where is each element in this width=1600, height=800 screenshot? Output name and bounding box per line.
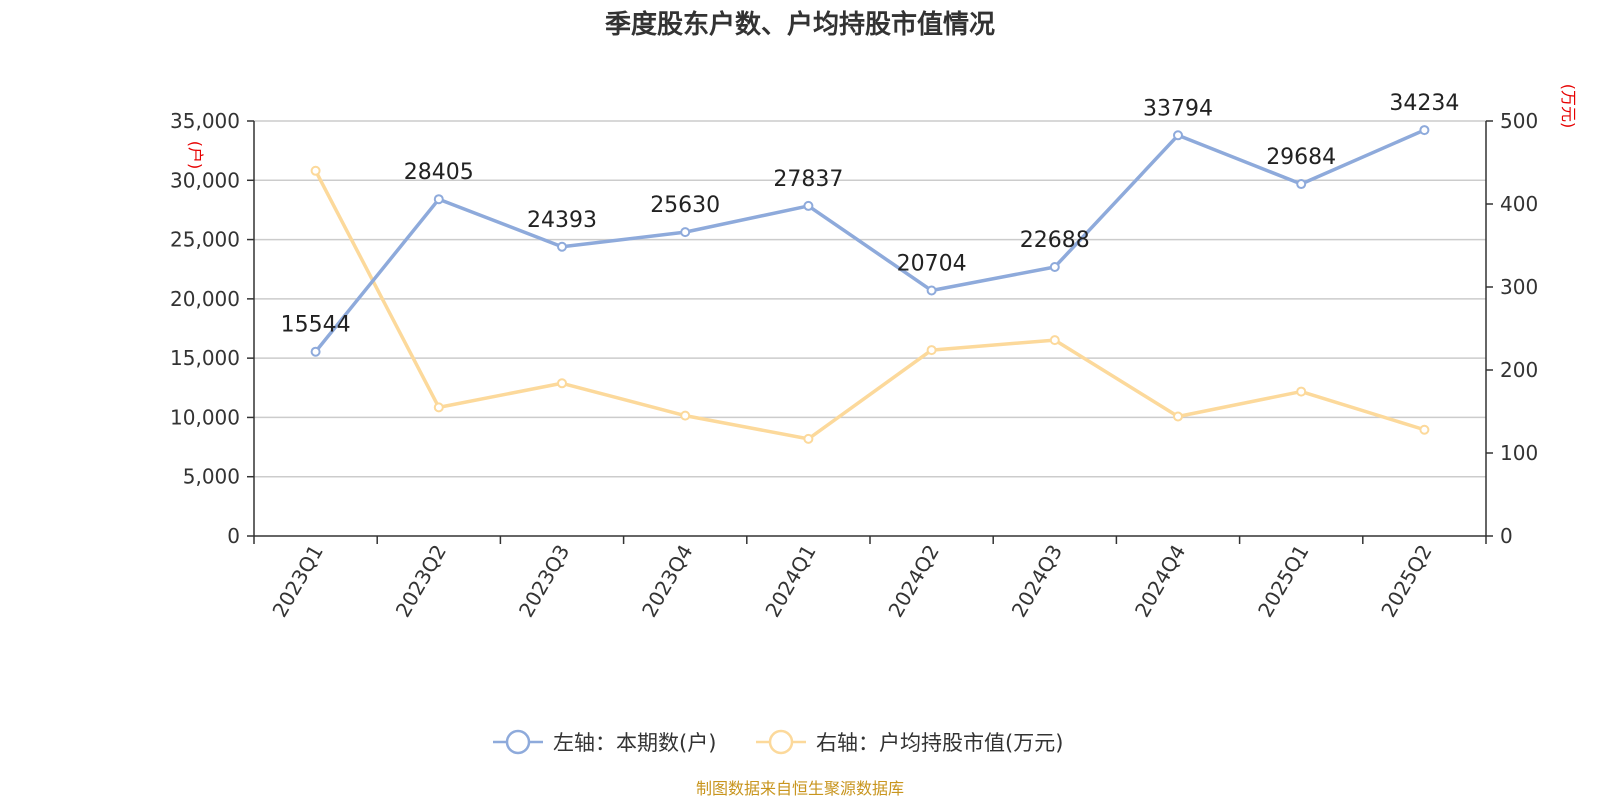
- left-tick-label: 5,000: [183, 465, 240, 489]
- x-tick-label: 2025Q1: [1253, 541, 1313, 622]
- data-label: 25630: [650, 193, 720, 218]
- data-point: [1296, 179, 1307, 190]
- x-tick-label: 2025Q2: [1376, 541, 1436, 622]
- data-label: 27837: [773, 167, 843, 192]
- data-point: [680, 410, 691, 421]
- x-tick-label: 2024Q4: [1130, 541, 1190, 622]
- left-tick-label: 15,000: [170, 346, 240, 370]
- x-tick-label: 2024Q1: [760, 541, 820, 622]
- grid-lines: [254, 120, 1486, 478]
- data-point: [1049, 261, 1060, 272]
- legend-label: 左轴：本期数(户): [553, 731, 716, 755]
- data-point: [310, 346, 321, 357]
- data-point: [433, 402, 444, 413]
- data-point: [803, 200, 814, 211]
- source-note: 制图数据来自恒生聚源数据库: [696, 779, 904, 798]
- x-tick-label: 2023Q3: [514, 541, 574, 622]
- data-label: 33794: [1143, 96, 1213, 121]
- data-label: 20704: [897, 252, 967, 277]
- data-label: 15544: [281, 313, 351, 338]
- data-label: 29684: [1266, 145, 1336, 170]
- data-label: 24393: [527, 208, 597, 233]
- data-point: [926, 345, 937, 356]
- legend-marker: [768, 729, 794, 755]
- x-tick-label: 2024Q3: [1007, 541, 1067, 622]
- data-point: [557, 241, 567, 252]
- right-axis-unit: (万元): [1559, 84, 1578, 129]
- data-point: [1173, 411, 1183, 422]
- axes: 0 5,000 10,000 15,000 20,000 25,000 30,000 35,0…: [170, 109, 1538, 621]
- data-point: [310, 165, 321, 176]
- x-tick-label: 2023Q2: [391, 541, 451, 622]
- data-label: 28405: [404, 160, 474, 185]
- data-point: [926, 285, 937, 296]
- left-axis-unit: (户): [186, 141, 205, 170]
- left-tick-label: 20,000: [170, 287, 240, 311]
- right-tick-label: 500: [1500, 109, 1538, 133]
- left-tick-label: 35,000: [170, 109, 240, 133]
- legend-marker: [505, 729, 531, 755]
- data-point: [1049, 335, 1060, 346]
- data-label: 34234: [1389, 91, 1459, 116]
- data-label: 22688: [1020, 228, 1090, 253]
- data-point: [557, 378, 567, 389]
- right-tick-label: 0: [1500, 524, 1513, 548]
- left-tick-label: 10,000: [170, 405, 240, 429]
- left-tick-label: 0: [227, 524, 240, 548]
- data-point: [1296, 386, 1307, 397]
- right-tick-label: 200: [1500, 358, 1538, 382]
- left-tick-label: 30,000: [170, 168, 240, 192]
- left-tick-label: 25,000: [170, 228, 240, 252]
- x-tick-label: 2023Q4: [637, 541, 697, 622]
- legend: 左轴：本期数(户) 右轴：户均持股市值(万元): [493, 729, 1063, 755]
- data-point: [1419, 424, 1430, 435]
- right-tick-label: 100: [1500, 441, 1538, 465]
- data-labels: 15544 28405 24393 25630 27837 20704 22688 33794…: [281, 91, 1460, 338]
- series-lines: [310, 125, 1430, 444]
- series-line: [314, 169, 1425, 441]
- x-tick-label: 2024Q2: [883, 541, 943, 622]
- chart-title: 季度股东户数、户均持股市值情况: [605, 9, 995, 40]
- data-point: [1419, 125, 1430, 136]
- data-point: [803, 433, 814, 444]
- right-tick-label: 300: [1500, 275, 1538, 299]
- data-point: [433, 194, 444, 205]
- right-tick-label: 400: [1500, 192, 1538, 216]
- x-tick-label: 2023Q1: [267, 541, 327, 622]
- data-point: [680, 227, 691, 238]
- series-line: [314, 128, 1426, 353]
- data-point: [1173, 130, 1183, 141]
- legend-label: 右轴：户均持股市值(万元): [816, 731, 1063, 755]
